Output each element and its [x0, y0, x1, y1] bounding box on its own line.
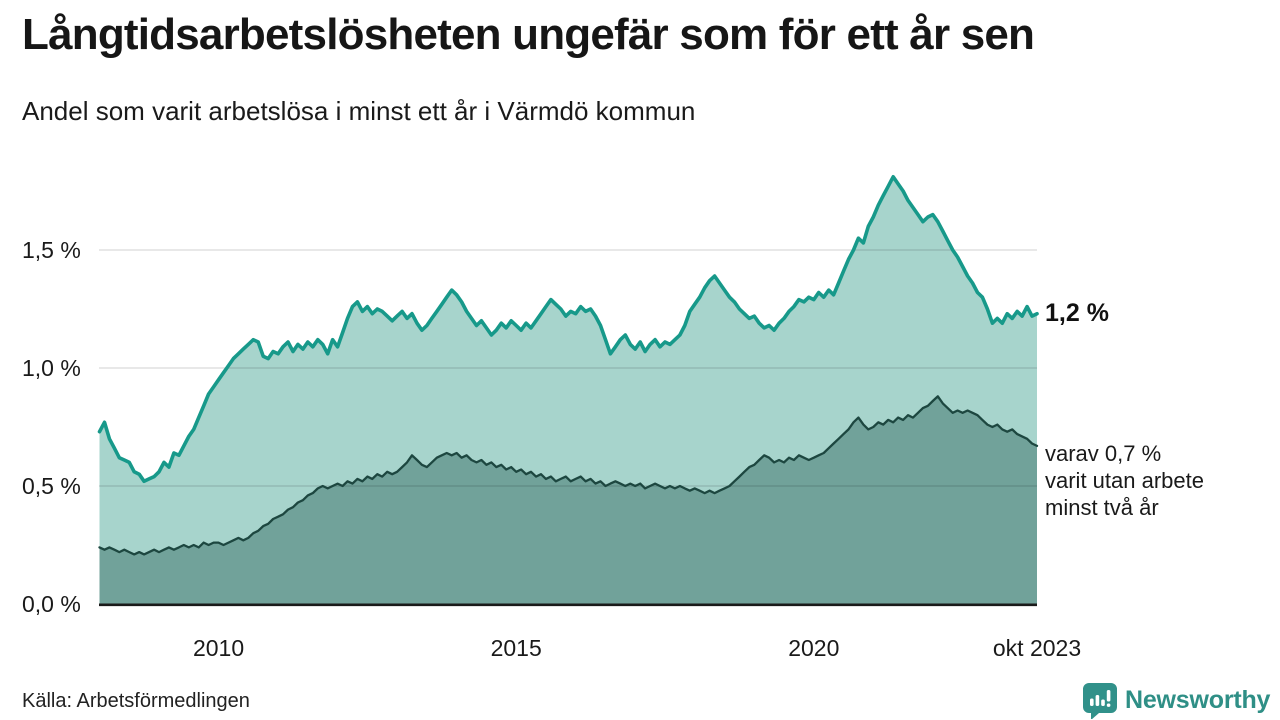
x-tick-label: okt 2023 [992, 635, 1082, 661]
y-tick-label: 0,0 % [22, 591, 81, 617]
series-line-two-year [98, 395, 1039, 556]
newsworthy-bars-icon [1083, 683, 1117, 719]
y-tick-label: 1,0 % [22, 355, 81, 381]
area-fill-two-year [99, 396, 1037, 604]
y-tick-label: 0,5 % [22, 473, 81, 499]
chart-subtitle: Andel som varit arbetslösa i minst ett å… [22, 96, 696, 126]
x-tick-label: 2015 [490, 635, 542, 661]
newsworthy-logo: Newsworthy [1080, 681, 1270, 719]
annotation-two-year: varav 0,7 % varit utan arbete minst två … [1045, 441, 1204, 520]
newsworthy-wordmark: Newsworthy [1125, 685, 1271, 714]
x-tick-label: 2010 [192, 635, 245, 661]
y-tick-label: 1,5 % [22, 237, 81, 263]
chart-title: Långtidsarbetslösheten ungefär som för e… [22, 10, 1035, 59]
series-line-one-year [97, 175, 1039, 484]
source-note: Källa: Arbetsförmedlingen [22, 690, 250, 712]
x-tick-label: 2020 [788, 635, 840, 661]
annotation-latest-total: 1,2 % [1045, 299, 1109, 327]
